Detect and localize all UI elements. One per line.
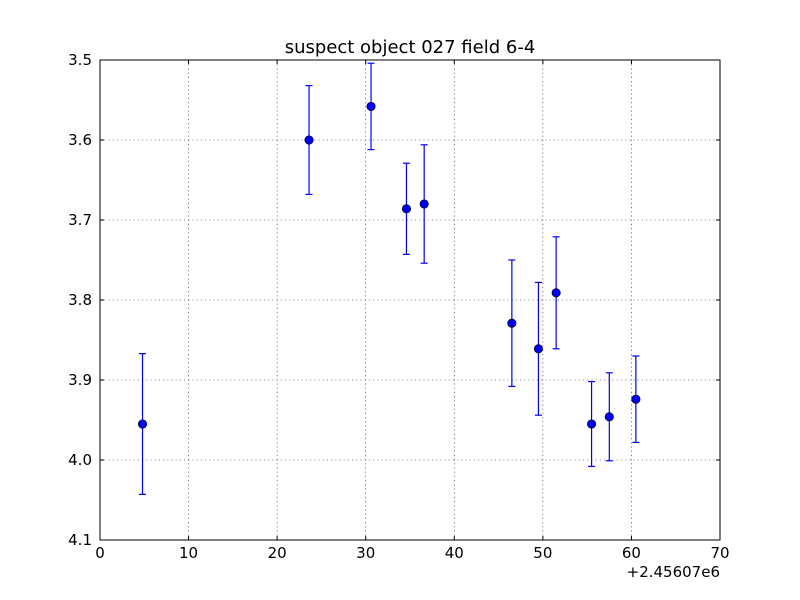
y-tick-label: 4.1 [68,531,92,549]
y-tick-label: 4.0 [68,451,92,469]
x-tick-label: 40 [445,544,464,562]
data-point-group [507,259,517,387]
x-tick-label: 60 [622,544,641,562]
y-tick-label: 3.8 [68,291,92,309]
x-tick-label: 10 [179,544,198,562]
data-point-group [587,381,597,467]
x-tick-label: 50 [533,544,552,562]
plot-frame [99,59,721,541]
y-tick-label: 3.7 [68,211,92,229]
data-point-marker [551,288,561,298]
data-point-group [366,62,376,151]
label-layer: 0 10 20 30 40 50 60 70 3.5 3.6 3.7 3.8 3.9 4.0 4.1 [68,51,729,562]
data-point-marker [604,412,614,422]
x-tick-label: 20 [268,544,287,562]
data-point-group [604,372,614,462]
data-point-marker [587,419,597,429]
y-tick-label: 3.9 [68,371,92,389]
chart-title: suspect object 027 field 6-4 [285,37,536,58]
data-point-group [533,281,543,416]
data-point-marker [631,394,641,404]
data-point-marker [507,318,517,328]
x-tick-label: 0 [95,544,105,562]
x-tick-label: 30 [356,544,375,562]
data-point-marker [401,204,412,214]
data-point-marker [533,344,543,354]
data-point-group [401,162,412,255]
grid-layer [100,60,720,540]
y-tick-label: 3.6 [68,131,92,149]
data-point-marker [137,419,148,429]
data-point-group [551,236,561,350]
data-point-group [304,84,314,195]
data-point-group [631,355,641,443]
x-axis-offset-label: +2.45607e6 [627,563,720,581]
data-point-marker [419,199,429,209]
y-tick-label: 3.5 [68,51,92,69]
data-point-group [419,144,429,264]
data-point-group [137,353,148,495]
data-point-marker [366,101,376,111]
data-point-marker [304,135,314,145]
data-layer [137,62,641,495]
x-tick-label: 70 [710,544,729,562]
